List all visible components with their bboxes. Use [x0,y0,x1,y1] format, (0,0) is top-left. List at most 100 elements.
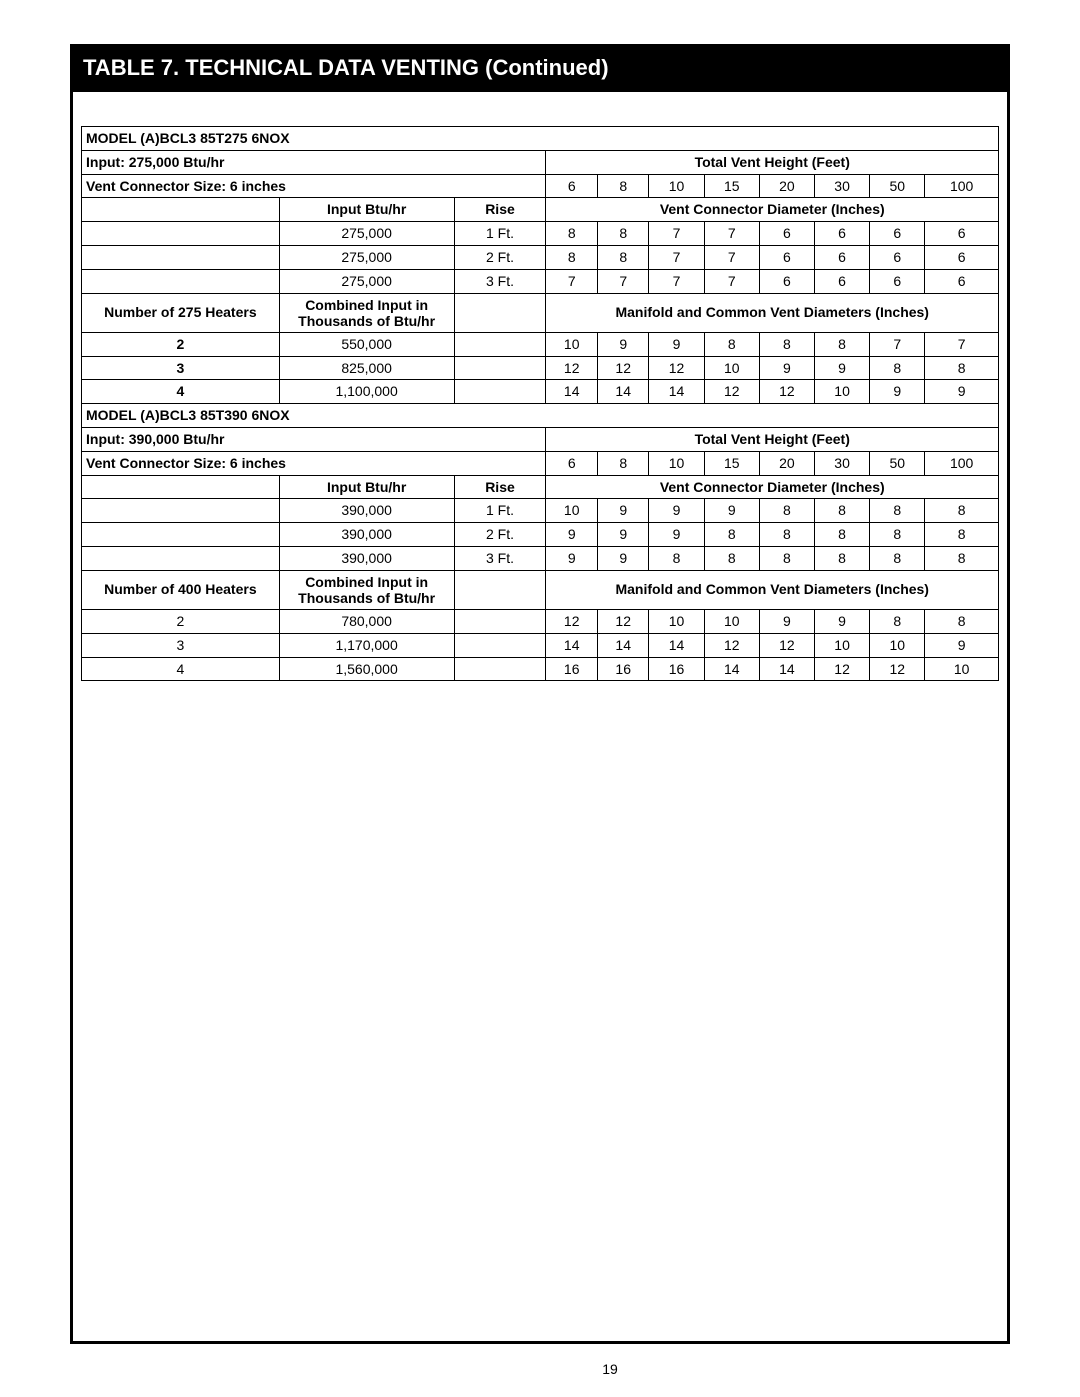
btu-cell: 275,000 [279,269,454,293]
height-col: 30 [814,174,869,198]
manifold-diam: 9 [814,609,869,633]
btu-cell: 390,000 [279,546,454,570]
manifold-diam: 16 [649,657,704,681]
heater-count: 2 [82,332,280,356]
manifold-diam: 8 [925,609,999,633]
manifold-diam: 12 [597,356,649,380]
rise-cell: 1 Ft. [454,222,546,246]
manifold-diam: 8 [870,609,925,633]
manifold-diam: 10 [704,356,759,380]
diam-cell: 9 [546,523,598,547]
diam-cell: 6 [925,245,999,269]
input-label: Input: 390,000 Btu/hr [82,427,546,451]
conn-row: 390,0002 Ft.99988888 [82,523,999,547]
diam-cell: 6 [759,222,814,246]
conn-size-label: Vent Connector Size: 6 inches [82,451,546,475]
manifold-diam: 14 [704,657,759,681]
combined-input-label: Combined Input inThousands of Btu/hr [279,293,454,332]
height-col: 10 [649,451,704,475]
conn-row: 390,0003 Ft.99888888 [82,546,999,570]
table-title: TABLE 7. TECHNICAL DATA VENTING (Continu… [73,47,1007,92]
conn-row: 390,0001 Ft.109998888 [82,499,999,523]
diam-cell: 6 [925,222,999,246]
diam-cell: 7 [704,269,759,293]
blank [454,293,546,332]
manifold-diam: 7 [870,332,925,356]
combined-btu: 1,100,000 [279,380,454,404]
manifold-diam: 9 [649,332,704,356]
blank [454,609,546,633]
height-col: 8 [597,174,649,198]
height-col: 10 [649,174,704,198]
diam-cell: 9 [597,546,649,570]
diam-cell: 6 [759,245,814,269]
diam-cell: 9 [597,499,649,523]
diam-cell: 7 [704,222,759,246]
manifold-diam: 9 [759,609,814,633]
manifold-diam: 8 [814,332,869,356]
manifold-diam: 14 [759,657,814,681]
diam-cell: 8 [597,222,649,246]
diam-cell: 6 [870,245,925,269]
manifold-row: 41,100,00014141412121099 [82,380,999,404]
btu-cell: 275,000 [279,222,454,246]
conn-size-label: Vent Connector Size: 6 inches [82,174,546,198]
rise-cell: 2 Ft. [454,523,546,547]
combined-btu: 780,000 [279,609,454,633]
blank [454,657,546,681]
heater-count: 4 [82,657,280,681]
rise-cell: 3 Ft. [454,269,546,293]
manifold-diam: 14 [597,633,649,657]
manifold-diam: 12 [870,657,925,681]
manifold-diam: 10 [546,332,598,356]
manifold-label: Manifold and Common Vent Diameters (Inch… [546,293,999,332]
outer-frame: TABLE 7. TECHNICAL DATA VENTING (Continu… [70,44,1010,1344]
diam-cell: 8 [759,499,814,523]
manifold-diam: 12 [759,380,814,404]
model-row: MODEL (A)BCL3 85T390 6NOX [82,404,999,428]
diam-cell: 8 [704,523,759,547]
manifold-header-row: Number of 275 HeatersCombined Input inTh… [82,293,999,332]
manifold-diam: 16 [597,657,649,681]
height-col: 15 [704,174,759,198]
diam-cell: 8 [870,546,925,570]
input-btu-label: Input Btu/hr [279,198,454,222]
rise-label: Rise [454,198,546,222]
vent-height-label: Total Vent Height (Feet) [546,427,999,451]
manifold-row: 2550,000109988877 [82,332,999,356]
model-row: MODEL (A)BCL3 85T275 6NOX [82,127,999,151]
heights-row: Vent Connector Size: 6 inches68101520305… [82,451,999,475]
rise-cell: 3 Ft. [454,546,546,570]
diam-cell: 6 [759,269,814,293]
rise-cell: 1 Ft. [454,499,546,523]
blank [82,269,280,293]
height-col: 6 [546,174,598,198]
diam-cell: 6 [814,222,869,246]
vent-height-label: Total Vent Height (Feet) [546,150,999,174]
manifold-diam: 10 [870,633,925,657]
blank [454,633,546,657]
manifold-diam: 9 [814,356,869,380]
heater-count: 3 [82,356,280,380]
manifold-diam: 10 [649,609,704,633]
blank [82,222,280,246]
height-col: 50 [870,451,925,475]
height-col: 30 [814,451,869,475]
heater-count: 3 [82,633,280,657]
combined-input-label: Combined Input inThousands of Btu/hr [279,570,454,609]
conn-diam-label: Vent Connector Diameter (Inches) [546,475,999,499]
diam-cell: 6 [870,222,925,246]
manifold-diam: 10 [814,633,869,657]
conn-row: 275,0003 Ft.77776666 [82,269,999,293]
blank [454,380,546,404]
blank [454,332,546,356]
manifold-diam: 12 [546,609,598,633]
diam-cell: 8 [925,499,999,523]
input-label: Input: 275,000 Btu/hr [82,150,546,174]
manifold-label: Manifold and Common Vent Diameters (Inch… [546,570,999,609]
diam-cell: 8 [759,546,814,570]
diam-cell: 6 [814,269,869,293]
diam-cell: 9 [597,523,649,547]
diam-cell: 9 [649,523,704,547]
manifold-diam: 12 [704,380,759,404]
